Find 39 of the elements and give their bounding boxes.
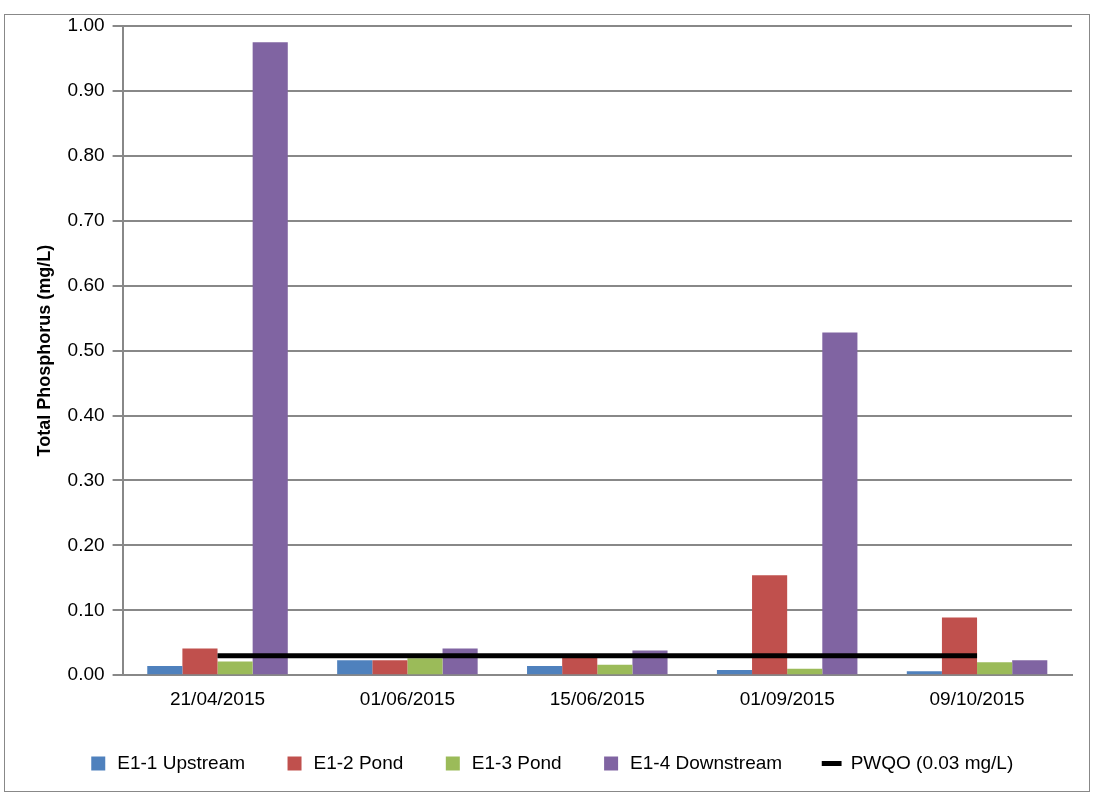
x-tick-label: 21/04/2015 [169, 687, 266, 709]
bar [147, 666, 183, 675]
bar [716, 670, 753, 675]
y-tick-label: 0.70 [67, 208, 105, 230]
y-tick-label: 0.30 [67, 468, 105, 490]
y-tick-label: 0.00 [67, 663, 105, 685]
y-tick-label: 0.40 [67, 403, 105, 425]
bar [527, 666, 563, 675]
legend-label: E1-4 Downstream [630, 751, 783, 773]
bar [337, 660, 373, 675]
y-tick-label: 0.60 [67, 273, 105, 295]
bar [787, 668, 823, 675]
bar [1012, 660, 1048, 675]
y-tick-label: 0.90 [67, 79, 105, 101]
bar [906, 671, 942, 675]
x-tick-label: 15/06/2015 [549, 687, 645, 709]
bar [977, 662, 1013, 675]
y-tick-label: 0.10 [67, 598, 105, 620]
bar [252, 42, 288, 675]
y-tick-label: 0.80 [67, 144, 105, 166]
bar [372, 660, 408, 675]
y-tick-label: 0.20 [67, 533, 105, 555]
x-tick-label: 01/09/2015 [739, 687, 835, 709]
legend-label: E1-2 Pond [313, 751, 404, 773]
bar [752, 575, 788, 675]
x-tick-label: 09/10/2015 [929, 687, 1025, 709]
y-tick-label: 1.00 [67, 14, 105, 36]
bar [562, 657, 598, 675]
bar [217, 661, 253, 675]
y-axis-title: Total Phosphorus (mg/L) [33, 244, 54, 457]
legend-label: E1-3 Pond [471, 751, 562, 773]
legend-label: E1-1 Upstream [117, 751, 246, 773]
bar [182, 648, 218, 675]
x-tick-label: 01/06/2015 [359, 687, 455, 709]
bar [822, 332, 858, 675]
legend-label: PWQO (0.03 mg/L) [850, 751, 1014, 773]
bar [597, 664, 633, 675]
y-tick-label: 0.50 [67, 338, 105, 360]
bar [407, 658, 443, 675]
